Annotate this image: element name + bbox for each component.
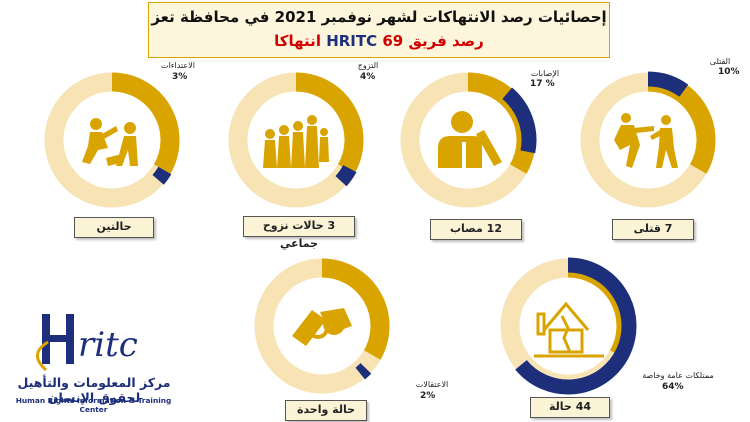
property-count-box: 44 حالة: [530, 397, 610, 418]
donut-chart-property: [500, 257, 637, 395]
assault-icon: [82, 118, 138, 166]
logo-arabic-name: مركز المعلومات والتأهيل لحقوق الإنسان: [17, 375, 171, 405]
deaths-count-box: 7 قتلى: [612, 219, 694, 240]
logo-english-name: Human Rights Information & Training Cent…: [15, 396, 172, 414]
donut-value-arc: [152, 166, 172, 185]
arrests-percent: 2%: [420, 391, 436, 401]
handcuffs-icon: [292, 308, 352, 346]
fight-icon: [614, 113, 678, 168]
subtitle-count: 69: [382, 32, 404, 50]
subtitle-prefix: رصد فريق: [408, 32, 484, 50]
injuries-percent: 17 %: [530, 79, 555, 89]
report-title: إحصائيات رصد الانتهاكات لشهر نوفمبر 2021…: [151, 8, 607, 26]
assaults-ring: [44, 72, 180, 208]
property-ring: [500, 257, 637, 395]
assaults-percent: 3%: [172, 72, 188, 82]
hritc-logo: ritc: [8, 312, 178, 422]
donut-displacement: [226, 68, 366, 208]
property-percent: 64%: [662, 382, 684, 392]
displacement-percent: 4%: [360, 72, 376, 82]
donut-value-arc: [502, 87, 537, 154]
subtitle-suffix: انتهاكا: [274, 32, 321, 50]
donut-chart-assaults: [44, 72, 180, 208]
assaults-label: الاعتداءات: [161, 61, 195, 70]
donut-accent: [111, 72, 180, 174]
injuries-count-box: 12 مصاب: [430, 219, 522, 240]
donut-chart-arrests: [254, 258, 390, 394]
deaths-percent: 10%: [718, 67, 740, 77]
displacement-count-box: 3 حالات نزوح جماعي: [243, 216, 355, 250]
report-header: إحصائيات رصد الانتهاكات لشهر نوفمبر 2021…: [148, 2, 610, 58]
donut-accent: [321, 258, 390, 360]
deaths-label: القتلى: [709, 57, 731, 66]
donut-injuries: [398, 68, 538, 208]
arrests-label: الاعتقالات: [415, 380, 449, 389]
deaths-ring: [580, 71, 716, 208]
damaged-house-icon: [534, 301, 604, 358]
report-subtitle: رصد فريق HRITC 69 انتهاكا: [149, 32, 609, 50]
donut-accent: [295, 72, 364, 174]
displaced-people-icon: [263, 115, 329, 168]
donut-value-arc: [515, 257, 637, 395]
assaults-count-box: حالتين: [74, 217, 154, 238]
donut-chart-displacement: [228, 72, 364, 208]
subtitle-org: HRITC: [326, 32, 378, 50]
donut-value-arc: [355, 363, 372, 380]
displacement-label: التزوج: [357, 61, 379, 70]
donut-value-arc: [335, 164, 357, 187]
donut-value-arc: [647, 71, 689, 97]
injuries-ring: [400, 72, 537, 208]
donut-assaults: [42, 68, 182, 208]
logo-mark-text: ritc: [78, 325, 138, 365]
donut-chart-injuries: [400, 72, 537, 208]
arrests-count-box: حالة واحدة: [285, 400, 367, 421]
donut-arrests: [252, 258, 392, 400]
donut-deaths: [578, 68, 718, 208]
displacement-ring: [228, 72, 364, 208]
property-label: ممتلكات عامة وخاصة: [642, 371, 714, 380]
injured-person-icon: [438, 111, 502, 168]
hritc-logo-mark: ritc: [36, 314, 138, 372]
arrests-ring: [254, 258, 390, 394]
donut-chart-deaths: [580, 71, 716, 208]
donut-property: [498, 257, 638, 400]
donut-accent: [647, 72, 716, 174]
injuries-label: الإصابات: [530, 69, 560, 78]
